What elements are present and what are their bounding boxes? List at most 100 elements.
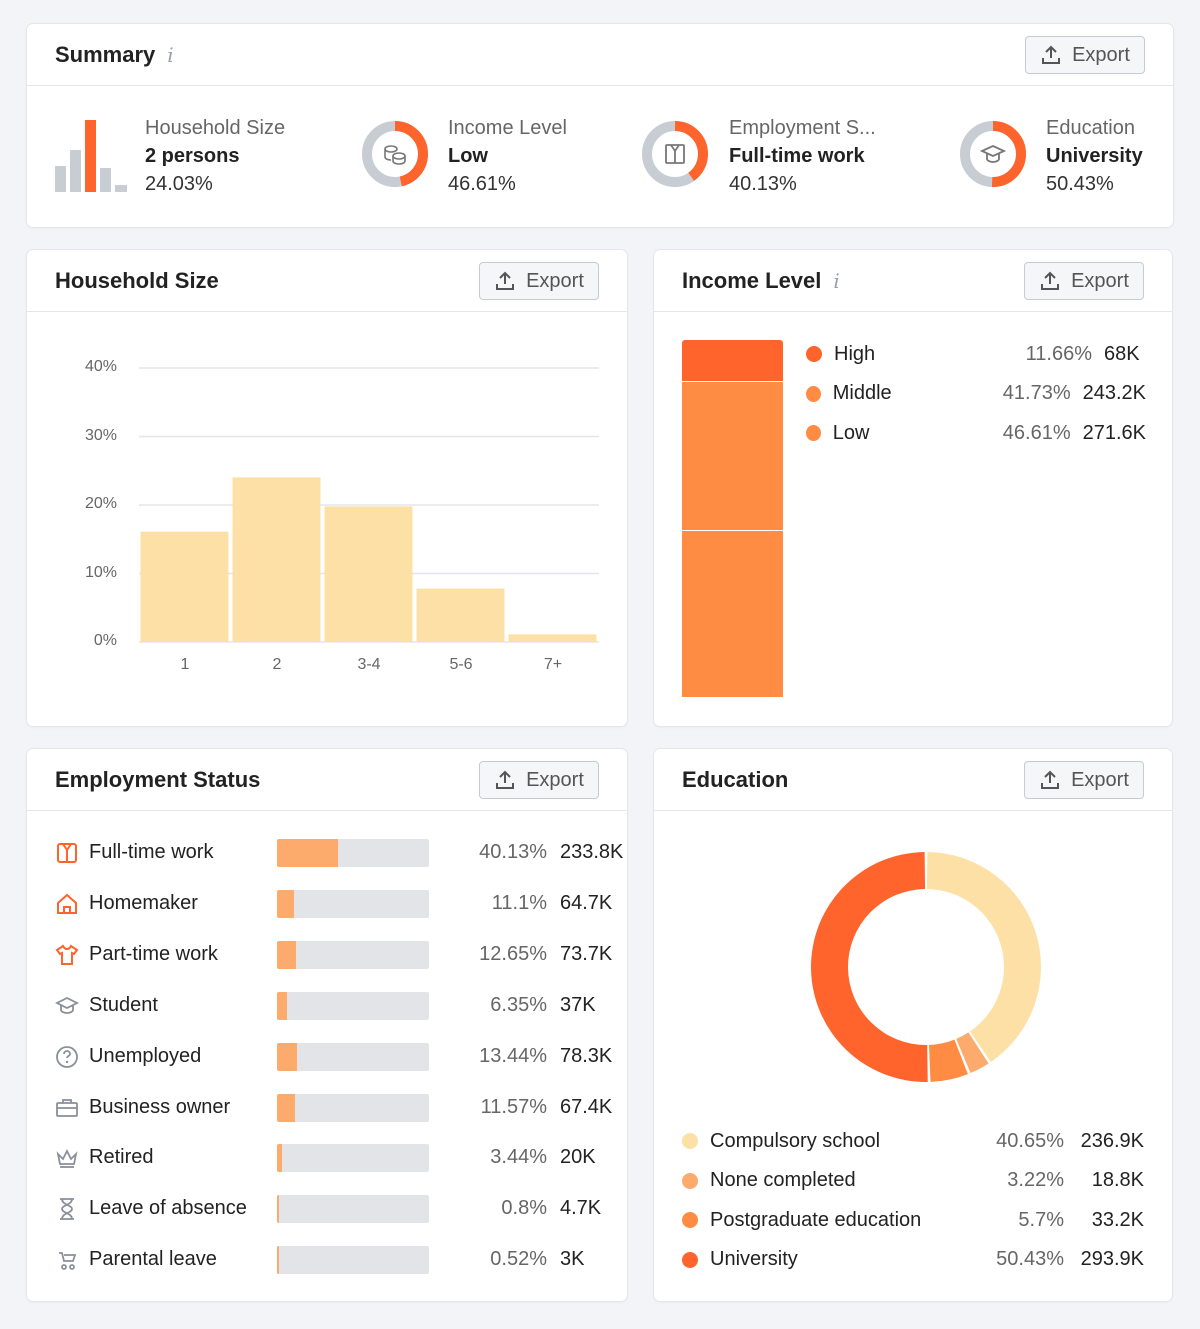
employment-bar-fill	[277, 1093, 295, 1122]
x-tick-label: 5-6	[449, 656, 473, 673]
employment-row[interactable]: Retired 3.44% 20K	[55, 1138, 615, 1178]
bar-3-4[interactable]	[324, 506, 413, 642]
employment-bar-fill	[277, 1144, 283, 1173]
employment-pct: 11.1%	[491, 891, 547, 914]
donut-slice-none-completed[interactable]	[956, 1032, 989, 1074]
employment-pct: 11.57%	[480, 1095, 547, 1118]
employment-label: Full-time work	[89, 841, 214, 863]
employment-bar-track	[277, 1195, 429, 1224]
employment-bar-fill	[277, 1246, 279, 1275]
employment-row[interactable]: Business owner 11.57% 67.4K	[55, 1088, 615, 1128]
info-icon[interactable]: i	[833, 268, 840, 293]
employment-row[interactable]: Unemployed 13.44% 78.3K	[55, 1037, 615, 1077]
legend-count: 271.6K	[1082, 421, 1146, 444]
y-tick-label: 40%	[84, 358, 117, 375]
bar-2[interactable]	[232, 477, 321, 642]
upload-icon	[496, 770, 515, 789]
summary-title: Summary	[55, 41, 156, 67]
income-segment-low[interactable]	[682, 531, 783, 697]
employment-label: Part-time work	[89, 942, 218, 965]
employment-count: 67.4K	[560, 1095, 613, 1118]
employment-bar-fill	[277, 1195, 279, 1224]
employment-bar-track	[277, 1144, 429, 1173]
employment-row[interactable]: Parental leave 0.52% 3K	[55, 1240, 615, 1280]
employment-pct: 0.8%	[501, 1197, 547, 1220]
employment-bar-fill	[277, 991, 287, 1020]
employment-row[interactable]: Leave of absence 0.8% 4.7K	[55, 1189, 615, 1229]
income-stacked-bar	[682, 340, 783, 698]
legend-pct: 11.66%	[1025, 342, 1092, 365]
education-legend-row[interactable]: University 50.43% 293.9K	[682, 1245, 1146, 1275]
donut-slice-university[interactable]	[810, 852, 928, 1082]
legend-dot	[806, 425, 821, 441]
employment-bar-track	[277, 1093, 429, 1122]
y-tick-label: 10%	[84, 563, 117, 581]
graduation-cap-icon	[55, 996, 79, 1014]
employment-pct: 3.44%	[490, 1146, 547, 1169]
employment-bar-fill	[277, 839, 338, 867]
employment-count: 233.8K	[560, 841, 624, 863]
income-export-button[interactable]: Export	[1024, 262, 1144, 300]
employment-row[interactable]: Student 6.35% 37K	[55, 986, 615, 1026]
household-title: Household Size	[55, 267, 219, 293]
employment-export-button[interactable]: Export	[479, 761, 599, 799]
employment-row[interactable]: Homemaker 11.1% 64.7K	[55, 884, 615, 924]
house-icon	[57, 893, 77, 914]
tshirt-icon	[55, 944, 79, 965]
education-donut-chart	[810, 852, 1041, 1082]
employment-pct: 13.44%	[479, 1044, 547, 1067]
summary-export-button[interactable]: Export	[1025, 36, 1145, 74]
education-export-button[interactable]: Export	[1024, 761, 1144, 799]
bar-5-6[interactable]	[416, 588, 505, 642]
donut-slice-postgraduate-education[interactable]	[929, 1039, 968, 1082]
summary-label: Education	[1046, 117, 1135, 139]
employment-count: 20K	[560, 1146, 596, 1169]
education-donut	[960, 121, 1026, 187]
employment-row[interactable]: Full-time work 40.13% 233.8K	[55, 833, 623, 873]
donut-slice-compulsory-school[interactable]	[926, 852, 1041, 1062]
x-tick-label: 2	[272, 656, 282, 673]
income-legend-row[interactable]: Low 46.61% 271.6K	[806, 418, 1146, 448]
legend-label: Low	[832, 421, 870, 444]
employment-bar-track	[277, 1246, 429, 1275]
upload-icon	[496, 271, 515, 290]
income-legend-row[interactable]: High 11.66% 68K	[806, 339, 1146, 369]
education-legend-row[interactable]: None completed 3.22% 18.8K	[682, 1166, 1146, 1196]
bar-1[interactable]	[140, 531, 229, 642]
employment-row[interactable]: Part-time work 12.65% 73.7K	[55, 935, 615, 975]
income-legend-row[interactable]: Middle 41.73% 243.2K	[806, 379, 1146, 409]
summary-label: Household Size	[145, 117, 286, 139]
employment-status-card: Employment Status Export Full-time work 4…	[27, 749, 627, 1301]
legend-label: Middle	[832, 382, 892, 404]
employment-count: 4.7K	[560, 1197, 602, 1220]
legend-pct: 3.22%	[1007, 1169, 1064, 1191]
household-export-button[interactable]: Export	[479, 262, 599, 300]
legend-label: None completed	[710, 1169, 856, 1191]
employment-count: 78.3K	[560, 1044, 613, 1067]
income-segment-high[interactable]	[682, 340, 783, 381]
info-icon[interactable]: i	[167, 42, 174, 67]
legend-dot	[682, 1212, 698, 1228]
education-legend-row[interactable]: Postgraduate education 5.7% 33.2K	[682, 1205, 1146, 1235]
legend-count: 236.9K	[1080, 1129, 1144, 1152]
employment-label: Student	[89, 993, 158, 1016]
shirt-icon	[57, 843, 77, 863]
bar-7+[interactable]	[508, 634, 597, 642]
x-tick-label: 1	[180, 656, 190, 673]
employment-bar-fill	[277, 940, 297, 969]
summary-value: Full-time work	[729, 145, 865, 167]
export-label: Export	[1071, 269, 1129, 292]
legend-dot	[806, 385, 821, 402]
briefcase-icon	[56, 1098, 78, 1117]
income-segment-middle[interactable]	[682, 381, 783, 531]
employment-count: 37K	[560, 993, 596, 1016]
legend-pct: 50.43%	[996, 1248, 1064, 1270]
employment-pct: 6.35%	[490, 993, 547, 1016]
summary-value: University	[1046, 145, 1143, 167]
employment-label: Parental leave	[89, 1248, 217, 1271]
education-legend-row[interactable]: Compulsory school 40.65% 236.9K	[682, 1126, 1146, 1156]
legend-pct: 40.65%	[996, 1129, 1064, 1152]
employment-bar-fill	[277, 1042, 298, 1071]
employment-bar-track	[277, 839, 429, 867]
employment-count: 64.7K	[560, 891, 613, 914]
